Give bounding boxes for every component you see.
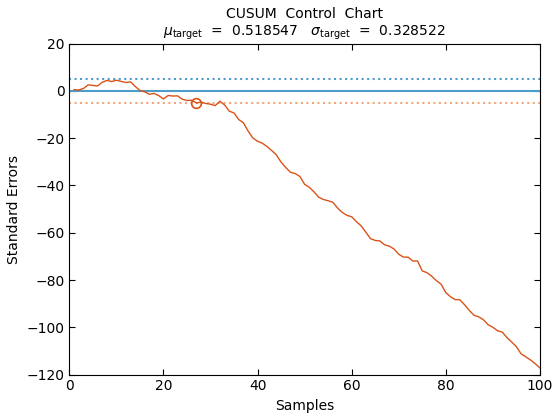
Y-axis label: Standard Errors: Standard Errors <box>7 155 21 264</box>
Title: CUSUM  Control  Chart
$\mu_{\mathrm{target}}$  =  0.518547   $\sigma_{\mathrm{ta: CUSUM Control Chart $\mu_{\mathrm{target… <box>164 7 446 42</box>
X-axis label: Samples: Samples <box>275 399 334 413</box>
